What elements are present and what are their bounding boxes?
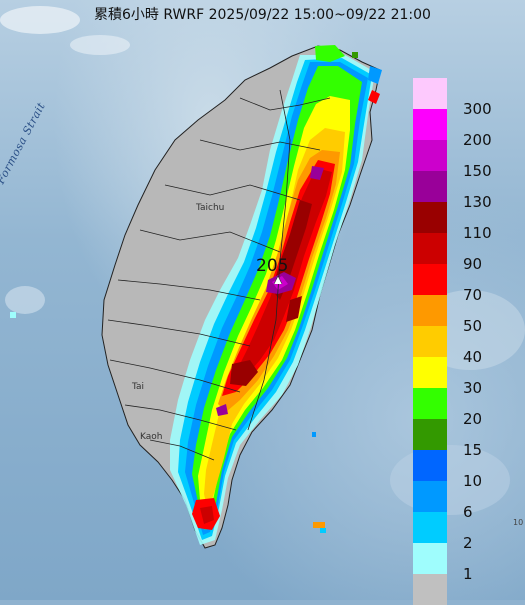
legend-swatch <box>413 233 447 264</box>
legend-swatch <box>413 419 447 450</box>
city-label-taichung: Taichu <box>196 203 225 213</box>
legend-swatch <box>413 326 447 357</box>
legend-swatch <box>413 357 447 388</box>
legend-label: 150 <box>463 162 492 180</box>
legend-swatch <box>413 543 447 574</box>
legend-label: 90 <box>463 255 483 273</box>
legend-label: 130 <box>463 193 492 211</box>
legend-swatch <box>413 512 447 543</box>
outlying-islands <box>10 52 358 533</box>
legend-label: 6 <box>463 503 473 521</box>
legend-label: 2 <box>463 534 473 552</box>
rainfall-legend <box>413 78 447 605</box>
legend-swatch <box>413 450 447 481</box>
max-rainfall-value: 205 <box>256 256 289 276</box>
legend-swatch <box>413 264 447 295</box>
legend-swatch <box>413 171 447 202</box>
city-label-kaohsiung: Kaoh <box>140 432 163 442</box>
legend-label: 70 <box>463 286 483 304</box>
legend-label: 30 <box>463 379 483 397</box>
legend-swatch <box>413 78 447 109</box>
legend-swatch <box>413 202 447 233</box>
legend-label: 40 <box>463 348 483 366</box>
max-rainfall-marker <box>273 275 283 285</box>
city-label-tainan: Tai <box>132 382 145 392</box>
legend-label: 110 <box>463 224 492 242</box>
legend-label: 200 <box>463 131 492 149</box>
legend-swatch <box>413 140 447 171</box>
edge-grid-mark: 10 <box>513 518 524 527</box>
legend-label: 300 <box>463 100 492 118</box>
map-title: 累積6小時 RWRF 2025/09/22 15:00~09/22 21:00 <box>94 7 431 23</box>
legend-label: 50 <box>463 317 483 335</box>
county-boundaries <box>107 89 331 461</box>
legend-swatch <box>413 481 447 512</box>
legend-label: 10 <box>463 472 483 490</box>
legend-swatch <box>413 574 447 605</box>
legend-swatch <box>413 109 447 140</box>
rainfall-layers <box>170 45 382 545</box>
legend-label: 20 <box>463 410 483 428</box>
legend-swatch <box>413 295 447 326</box>
legend-label: 15 <box>463 441 483 459</box>
legend-swatch <box>413 388 447 419</box>
legend-label: 1 <box>463 565 473 583</box>
